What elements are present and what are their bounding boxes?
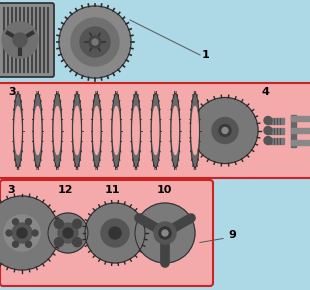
- Bar: [291, 115, 296, 146]
- Circle shape: [159, 227, 171, 239]
- Circle shape: [13, 33, 27, 47]
- Bar: [268, 137, 284, 144]
- Bar: [268, 117, 284, 124]
- Circle shape: [32, 230, 38, 236]
- Ellipse shape: [73, 93, 82, 168]
- Ellipse shape: [34, 106, 41, 155]
- Ellipse shape: [113, 106, 119, 155]
- Circle shape: [80, 27, 110, 57]
- Ellipse shape: [192, 106, 198, 155]
- Circle shape: [264, 126, 272, 135]
- Circle shape: [6, 230, 12, 236]
- Circle shape: [63, 228, 73, 238]
- Bar: [291, 140, 310, 145]
- Ellipse shape: [54, 106, 60, 155]
- Circle shape: [109, 227, 121, 239]
- Bar: [291, 116, 310, 121]
- Ellipse shape: [171, 93, 180, 168]
- Ellipse shape: [92, 93, 101, 168]
- Circle shape: [162, 230, 168, 236]
- Circle shape: [12, 223, 32, 243]
- Text: 10: 10: [157, 185, 172, 195]
- Ellipse shape: [53, 93, 62, 168]
- Circle shape: [135, 203, 195, 263]
- Circle shape: [212, 117, 238, 144]
- Circle shape: [54, 238, 63, 247]
- Circle shape: [85, 203, 145, 263]
- Bar: [0, 83, 310, 178]
- Circle shape: [0, 196, 59, 270]
- Ellipse shape: [172, 106, 179, 155]
- Bar: [291, 128, 310, 133]
- Bar: [268, 128, 284, 133]
- Circle shape: [71, 18, 119, 66]
- Circle shape: [73, 238, 82, 247]
- Circle shape: [89, 36, 101, 48]
- Ellipse shape: [74, 106, 80, 155]
- Ellipse shape: [112, 93, 121, 168]
- Circle shape: [73, 219, 82, 228]
- Circle shape: [264, 137, 272, 144]
- Circle shape: [25, 241, 32, 247]
- Ellipse shape: [33, 93, 42, 168]
- Circle shape: [59, 6, 131, 78]
- Text: 4: 4: [262, 87, 270, 97]
- FancyBboxPatch shape: [0, 3, 54, 77]
- Ellipse shape: [14, 93, 23, 168]
- Circle shape: [222, 128, 228, 133]
- Circle shape: [54, 219, 63, 228]
- Circle shape: [17, 228, 27, 238]
- Circle shape: [92, 39, 98, 45]
- FancyBboxPatch shape: [0, 180, 213, 286]
- Ellipse shape: [131, 93, 140, 168]
- Ellipse shape: [133, 106, 139, 155]
- Circle shape: [264, 117, 272, 124]
- Text: 11: 11: [105, 185, 121, 195]
- Text: 12: 12: [58, 185, 73, 195]
- Circle shape: [48, 213, 88, 253]
- Ellipse shape: [15, 106, 21, 155]
- Circle shape: [12, 219, 19, 225]
- Text: 3: 3: [8, 87, 16, 97]
- Ellipse shape: [153, 106, 159, 155]
- Circle shape: [219, 124, 231, 137]
- Circle shape: [12, 241, 19, 247]
- Ellipse shape: [191, 93, 200, 168]
- Circle shape: [25, 219, 32, 225]
- Circle shape: [192, 97, 258, 164]
- Circle shape: [154, 222, 176, 244]
- Circle shape: [4, 215, 40, 251]
- Circle shape: [2, 22, 38, 58]
- Circle shape: [58, 223, 78, 243]
- Text: 3: 3: [7, 185, 15, 195]
- Ellipse shape: [151, 93, 160, 168]
- Text: 1: 1: [202, 50, 210, 60]
- Ellipse shape: [94, 106, 100, 155]
- Circle shape: [101, 219, 129, 247]
- Text: 9: 9: [228, 230, 236, 240]
